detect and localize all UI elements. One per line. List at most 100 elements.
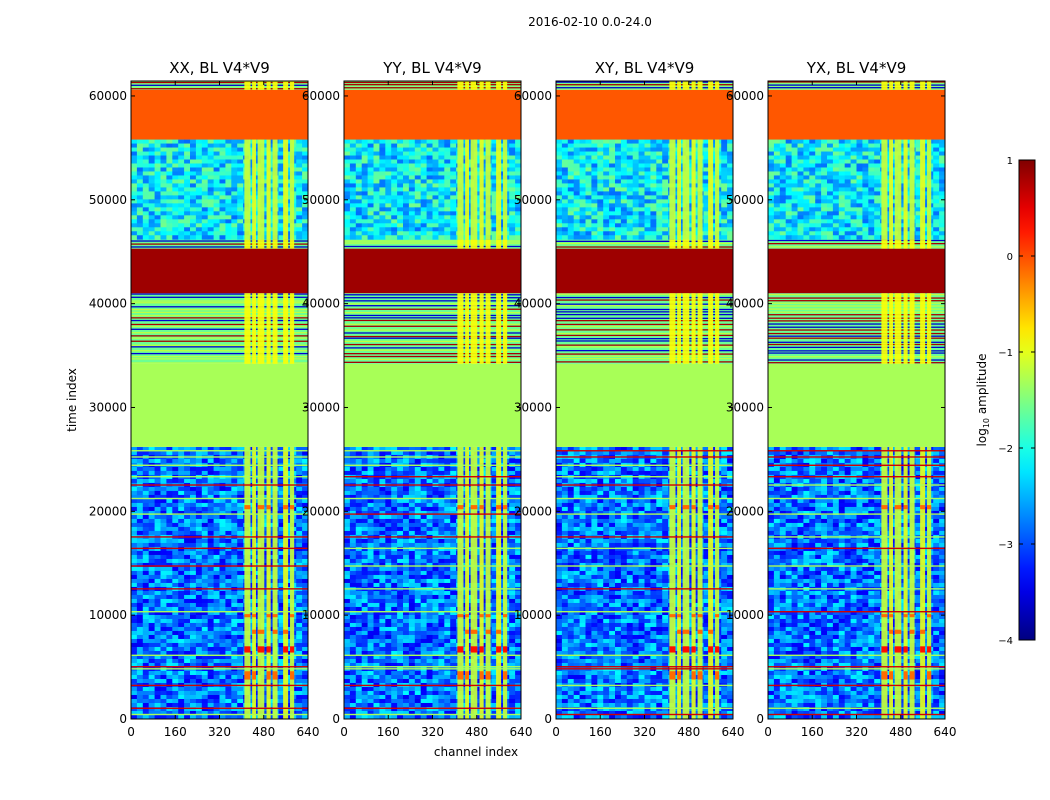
rfi-band (290, 239, 295, 249)
noise-cell (201, 486, 209, 492)
noise-cell (491, 678, 498, 684)
noise-cell (148, 698, 155, 704)
noise-cell (426, 594, 433, 600)
noise-cell (148, 618, 155, 624)
noise-cell (231, 622, 238, 628)
noise-cell (367, 558, 374, 564)
noise-cell (408, 658, 416, 664)
noise-cell (225, 223, 232, 228)
noise-cell (172, 163, 179, 168)
noise-cell (278, 458, 285, 464)
noise-cell (397, 622, 404, 628)
noise-cell (432, 714, 439, 719)
noise-cell (142, 678, 150, 684)
noise-cell (355, 450, 363, 456)
noise-cell (231, 159, 238, 164)
noise-cell (131, 514, 138, 520)
noise-cell (201, 654, 209, 660)
noise-cell (391, 518, 398, 524)
noise-cell (444, 546, 451, 552)
noise-cell (201, 183, 209, 188)
noise-cell (373, 550, 380, 556)
noise-cell (278, 490, 285, 496)
noise-cell (178, 171, 185, 176)
noise-cell (136, 650, 144, 656)
noise-cell (420, 606, 427, 612)
noise-cell (367, 538, 374, 544)
noise-cell (160, 590, 167, 596)
noise-cell (414, 686, 422, 692)
noise-cell (414, 594, 422, 600)
noise-cell (213, 578, 220, 584)
noise-cell (391, 614, 398, 620)
noise-cell (172, 231, 179, 236)
noise-cell (278, 179, 285, 184)
noise-cell (172, 155, 179, 160)
noise-cell (213, 450, 220, 456)
noise-cell (373, 486, 380, 492)
noise-cell (414, 714, 422, 719)
noise-cell (207, 518, 214, 524)
noise-cell (302, 207, 308, 212)
noise-cell (414, 678, 422, 684)
noise-cell (219, 227, 226, 232)
noise-cell (302, 191, 308, 196)
noise-cell (426, 510, 433, 516)
noise-cell (148, 470, 155, 476)
noise-cell (420, 634, 427, 640)
noise-cell (391, 478, 398, 484)
noise-cell (432, 658, 439, 664)
noise-cell (190, 518, 197, 524)
noise-cell (219, 458, 226, 464)
noise-cell (237, 654, 244, 660)
noise-cell (509, 522, 516, 528)
noise-cell (207, 546, 214, 552)
noise-cell (426, 662, 433, 668)
noise-cell (355, 490, 363, 496)
noise-cell (195, 163, 203, 168)
noise-cell (225, 450, 232, 456)
noise-cell (190, 490, 197, 496)
noise-cell (231, 574, 238, 580)
noise-cell (219, 514, 226, 520)
noise-cell (397, 662, 404, 668)
noise-cell (296, 590, 303, 596)
rfi-band (244, 239, 251, 249)
noise-cell (515, 510, 521, 516)
noise-cell (450, 714, 457, 719)
noise-cell (391, 674, 398, 680)
noise-cell (131, 626, 138, 632)
noise-cell (231, 630, 238, 636)
noise-cell (142, 562, 150, 568)
noise-cell (491, 710, 498, 716)
noise-cell (414, 526, 422, 532)
noise-cell (148, 494, 155, 500)
noise-cell (142, 630, 150, 636)
noise-cell (426, 638, 433, 644)
noise-cell (515, 674, 521, 680)
noise-cell (302, 638, 308, 644)
noise-cell (142, 538, 150, 544)
noise-cell (349, 690, 357, 696)
noise-cell (408, 638, 416, 644)
noise-cell (379, 710, 386, 716)
noise-cell (403, 638, 410, 644)
noise-cell (172, 514, 179, 520)
noise-cell (142, 594, 150, 600)
noise-cell (195, 199, 203, 204)
noise-cell (491, 578, 498, 584)
noise-cell (397, 574, 404, 580)
noise-cell (509, 638, 516, 644)
noise-cell (190, 678, 197, 684)
noise-cell (509, 714, 516, 719)
noise-cell (131, 538, 138, 544)
noise-cell (403, 498, 410, 504)
noise-cell (379, 654, 386, 660)
noise-cell (296, 478, 303, 484)
noise-cell (136, 147, 144, 152)
noise-cell (237, 187, 244, 192)
noise-cell (414, 706, 422, 712)
noise-cell (515, 518, 521, 524)
noise-cell (184, 670, 191, 676)
noise-cell (201, 179, 209, 184)
